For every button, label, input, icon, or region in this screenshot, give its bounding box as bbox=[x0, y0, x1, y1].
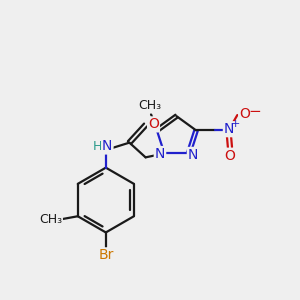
Text: +: + bbox=[230, 119, 240, 129]
Text: O: O bbox=[224, 149, 236, 163]
Text: O: O bbox=[239, 106, 250, 121]
Text: O: O bbox=[148, 117, 159, 131]
Text: Br: Br bbox=[98, 248, 113, 262]
Text: N: N bbox=[155, 147, 165, 161]
Text: CH₃: CH₃ bbox=[39, 213, 62, 226]
Text: N: N bbox=[188, 148, 198, 162]
Text: CH₃: CH₃ bbox=[138, 99, 161, 112]
Text: N: N bbox=[224, 122, 234, 136]
Text: N: N bbox=[102, 140, 112, 154]
Text: −: − bbox=[248, 104, 261, 119]
Text: H: H bbox=[93, 140, 102, 153]
